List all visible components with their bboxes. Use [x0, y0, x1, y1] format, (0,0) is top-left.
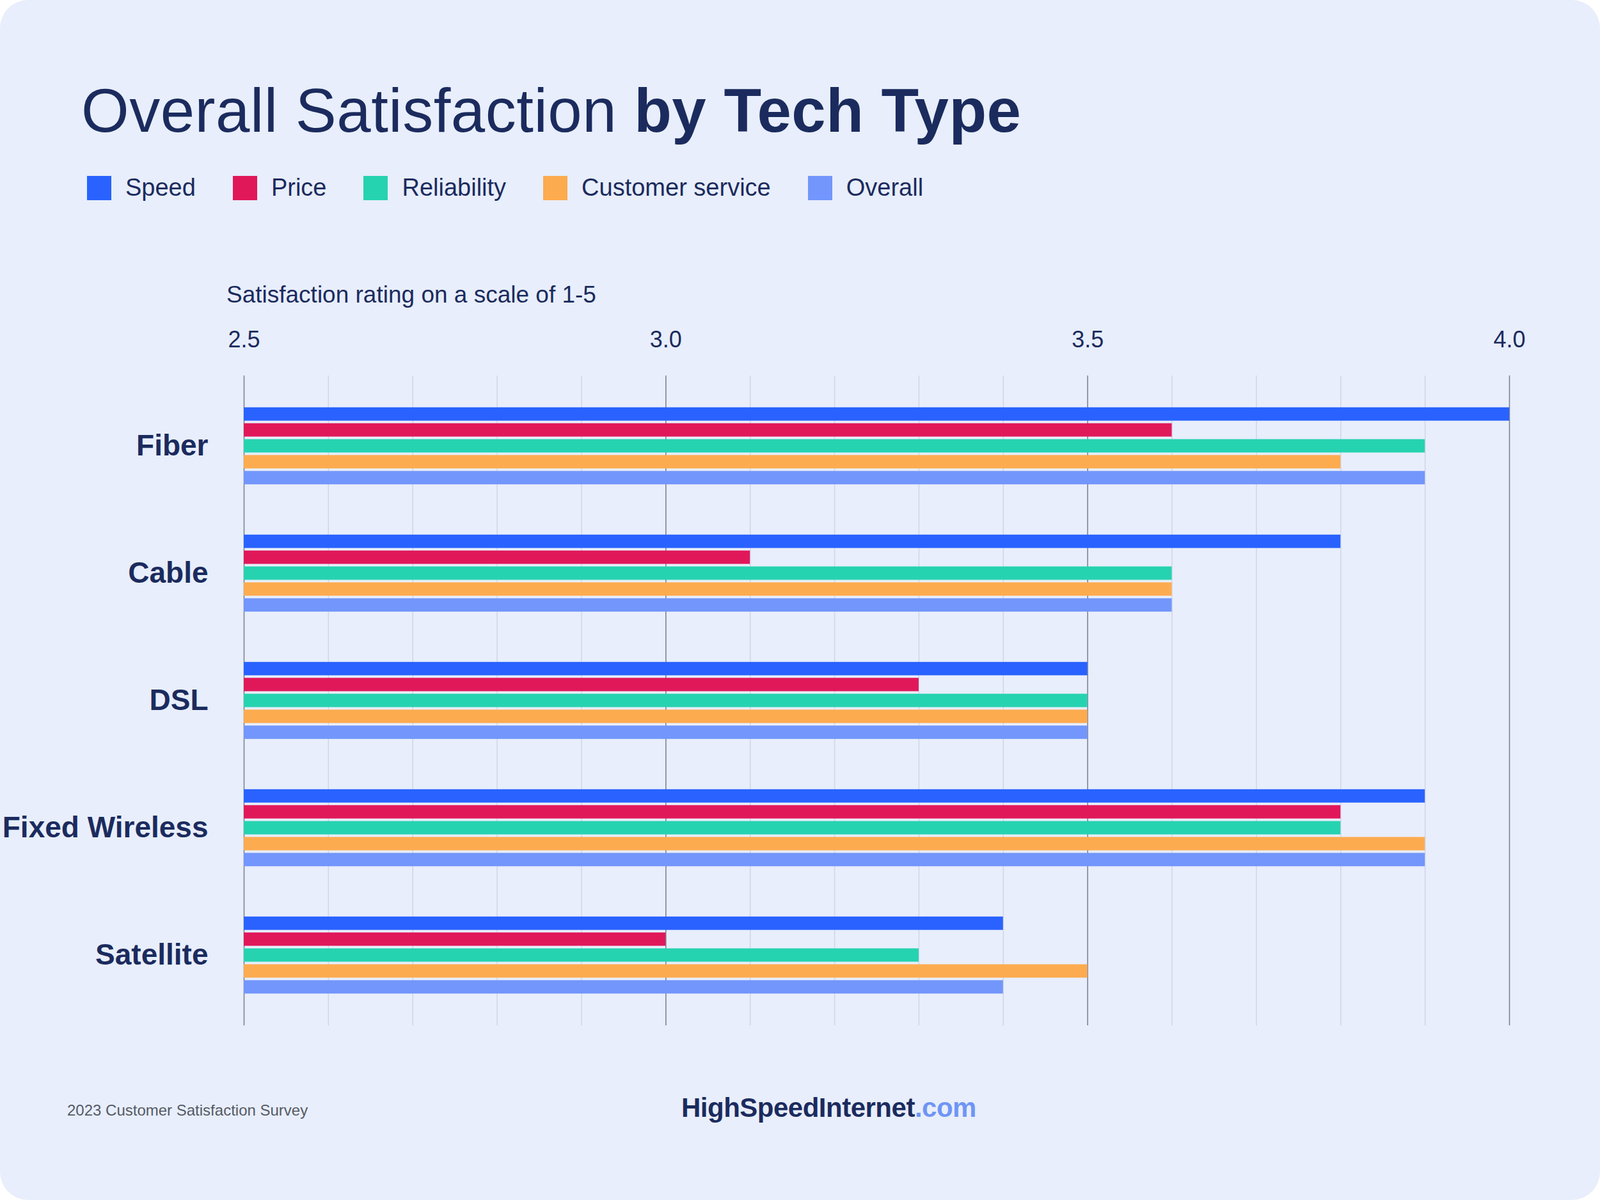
svg-text:Cable: Cable: [127, 555, 208, 590]
svg-text:Satellite: Satellite: [95, 937, 208, 972]
html-text:Price: Price: [271, 174, 327, 201]
svg-text:3.5: 3.5: [1071, 326, 1104, 353]
html-text:Overall: Overall: [846, 174, 924, 201]
svg-text:2.5: 2.5: [227, 326, 260, 353]
svg-text:DSL: DSL: [149, 683, 209, 717]
html-text:Speed: Speed: [125, 174, 196, 201]
html-text:2023 Customer Satisfaction Sur: 2023 Customer Satisfaction Survey: [67, 1101, 308, 1119]
svg-text:4.0: 4.0: [1493, 326, 1526, 353]
html-text:Reliability: Reliability: [402, 174, 507, 201]
svg-text:3.0: 3.0: [649, 326, 682, 353]
html-text:Customer service: Customer service: [581, 174, 771, 201]
html-text:HighSpeedInternet.com: HighSpeedInternet.com: [681, 1092, 977, 1123]
html-text:Overall Satisfaction by Tech T: Overall Satisfaction by Tech Type: [81, 76, 1022, 145]
html-text:Satisfaction rating on a scale: Satisfaction rating on a scale of 1-5: [226, 281, 597, 308]
svg-text:Fiber: Fiber: [136, 428, 209, 462]
svg-text:Fixed Wireless: Fixed Wireless: [2, 810, 209, 844]
